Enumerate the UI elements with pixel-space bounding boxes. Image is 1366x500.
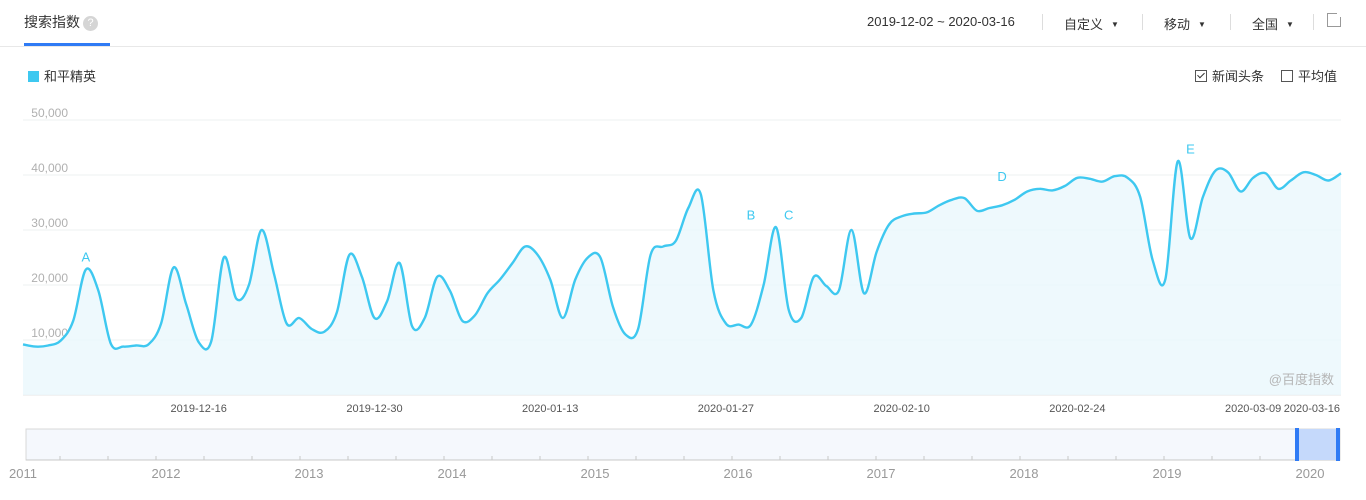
navigator-handle-right[interactable] — [1336, 428, 1340, 461]
timeline-navigator[interactable]: 2011 2012 2013 2014 2015 2016 2017 2018 2019 2020 — [0, 428, 1366, 500]
legend-swatch — [28, 71, 39, 82]
x-tick-label: 2020-01-13 — [522, 403, 578, 415]
divider — [1042, 14, 1043, 30]
navigator-handle-left[interactable] — [1295, 428, 1299, 461]
chevron-down-icon: ▼ — [1286, 20, 1294, 29]
x-tick-label: 2020-03-16 — [1284, 403, 1340, 415]
series-line — [22, 160, 1342, 351]
tab-label: 搜索指数 — [24, 14, 80, 30]
navigator-year-label: 2017 — [867, 466, 896, 481]
mode-select[interactable]: 自定义 ▼ — [1064, 14, 1119, 33]
annotation-label: C — [784, 207, 793, 222]
annotation-label: D — [997, 169, 1006, 184]
annotation-label: B — [747, 207, 756, 222]
date-range-display[interactable]: 2019-12-02 ~ 2020-03-16 — [867, 14, 1015, 29]
x-axis-labels: 2019-12-16 2019-12-30 2020-01-13 2020-01-27… — [171, 403, 1340, 415]
external-link-icon[interactable] — [1327, 10, 1344, 27]
navigator-year-label: 2016 — [724, 466, 753, 481]
divider — [1142, 14, 1143, 30]
navigator-year-label: 2014 — [438, 466, 467, 481]
search-index-chart: 10,000 20,000 30,000 40,000 50,000 A B C D E 201… — [22, 106, 1342, 415]
average-label: 平均值 — [1298, 69, 1338, 84]
top-bar: 搜索指数? 2019-12-02 ~ 2020-03-16 自定义 ▼ 移动 ▼ 全… — [0, 0, 1366, 47]
y-axis-labels: 10,000 20,000 30,000 40,000 50,000 — [31, 106, 68, 340]
chevron-down-icon: ▼ — [1198, 20, 1206, 29]
navigator-selection[interactable] — [1296, 429, 1338, 460]
device-select-value: 移动 — [1164, 17, 1191, 32]
region-select[interactable]: 全国 ▼ — [1252, 14, 1294, 33]
navigator-year-label: 2019 — [1153, 466, 1182, 481]
navigator-year-label: 2013 — [295, 466, 324, 481]
navigator-year-label: 2011 — [9, 466, 37, 481]
checkbox-icon — [1281, 70, 1293, 82]
help-icon[interactable]: ? — [83, 16, 98, 31]
navigator-track — [25, 428, 1341, 461]
navigator-ticks — [59, 456, 1309, 460]
x-tick-label: 2019-12-30 — [346, 403, 402, 415]
y-tick-label: 10,000 — [31, 326, 68, 340]
legend-label: 和平精英 — [44, 69, 97, 84]
news-label: 新闻头条 — [1212, 69, 1265, 84]
news-annotations: A B C D E — [81, 141, 1195, 264]
x-tick-label: 2019-12-16 — [171, 403, 227, 415]
device-select[interactable]: 移动 ▼ — [1164, 14, 1206, 33]
x-tick-label: 2020-02-24 — [1049, 403, 1105, 415]
active-tab-indicator — [24, 43, 110, 46]
chart-legend[interactable]: 和平精英 — [28, 66, 96, 85]
navigator-year-label: 2012 — [152, 466, 181, 481]
y-tick-label: 50,000 — [31, 106, 68, 120]
divider — [1313, 14, 1314, 30]
navigator-year-labels: 2011 2012 2013 2014 2015 2016 2017 2018 2019 2020 — [9, 466, 1324, 481]
annotation-label: E — [1186, 141, 1195, 156]
y-tick-label: 40,000 — [31, 161, 68, 175]
x-tick-label: 2020-03-09 — [1225, 403, 1281, 415]
news-toggle[interactable]: 新闻头条 — [1195, 66, 1264, 85]
average-toggle[interactable]: 平均值 — [1281, 66, 1337, 85]
checkbox-checked-icon — [1195, 70, 1207, 82]
navigator-year-label: 2020 — [1296, 466, 1325, 481]
x-tick-label: 2020-02-10 — [874, 403, 930, 415]
navigator-year-label: 2015 — [581, 466, 610, 481]
tab-search-index[interactable]: 搜索指数? — [24, 12, 98, 32]
series-area — [23, 160, 1341, 395]
y-tick-label: 20,000 — [31, 271, 68, 285]
y-tick-label: 30,000 — [31, 216, 68, 230]
watermark: @百度指数 — [1269, 372, 1334, 387]
navigator-year-label: 2018 — [1010, 466, 1039, 481]
divider — [1230, 14, 1231, 30]
x-tick-label: 2020-01-27 — [698, 403, 754, 415]
annotation-label: A — [81, 250, 90, 265]
chevron-down-icon: ▼ — [1111, 20, 1119, 29]
mode-select-value: 自定义 — [1064, 17, 1104, 32]
region-select-value: 全国 — [1252, 17, 1279, 32]
